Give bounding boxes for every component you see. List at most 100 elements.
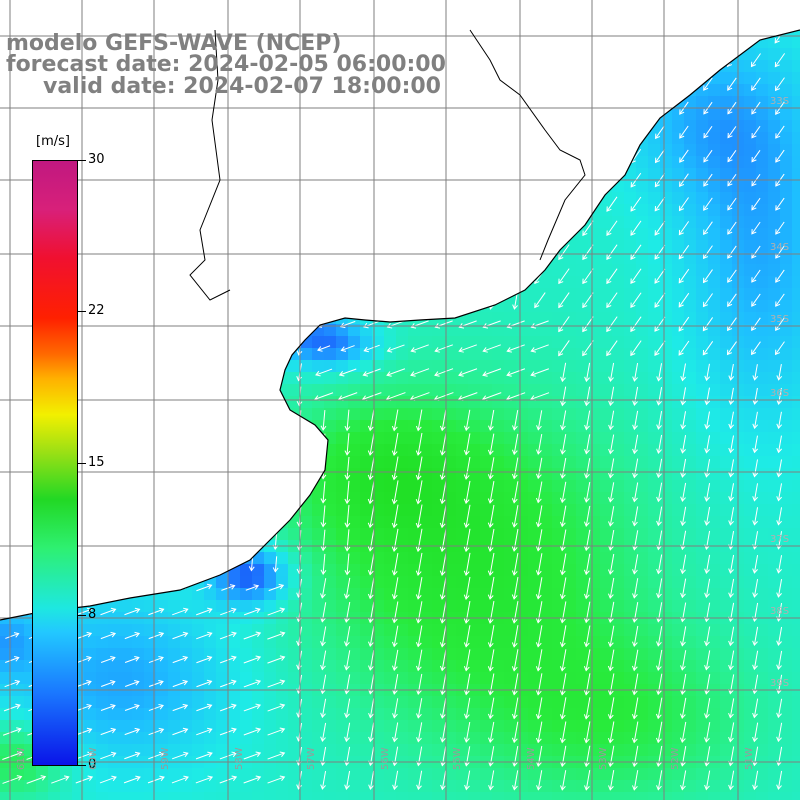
wind-arrow: [391, 625, 399, 648]
latitude-label: 36S: [770, 388, 790, 399]
wind-arrow: [560, 770, 567, 791]
wind-arrow: [607, 721, 615, 744]
wind-arrow: [630, 316, 642, 333]
wind-arrow: [776, 555, 783, 574]
wind-arrow: [415, 552, 423, 576]
wind-arrow: [654, 149, 665, 164]
wind-arrow: [728, 650, 735, 671]
wind-arrow: [4, 679, 21, 688]
wind-arrow: [632, 578, 639, 599]
longitude-label: 59W: [160, 747, 171, 770]
wind-arrow: [463, 649, 471, 672]
wind-arrow: [727, 293, 737, 307]
wind-arrow: [243, 703, 262, 712]
wind-arrow: [245, 584, 260, 591]
wind-arrow: [511, 457, 519, 480]
wind-arrow: [439, 625, 447, 648]
wind-arrow: [608, 770, 615, 791]
wind-arrow: [511, 481, 519, 504]
wind-arrow: [535, 649, 543, 672]
wind-arrow: [632, 506, 639, 527]
wind-arrow: [148, 631, 165, 640]
wind-arrow: [368, 698, 375, 719]
wind-arrow: [680, 650, 687, 671]
wind-arrow: [679, 149, 689, 163]
wind-arrow: [386, 368, 406, 377]
wind-arrow: [631, 625, 639, 647]
wind-arrow: [415, 601, 423, 624]
wind-arrow: [487, 552, 495, 576]
wind-arrow: [702, 341, 714, 356]
longitude-label: 51W: [744, 747, 755, 770]
wind-arrow: [248, 557, 255, 572]
wind-arrow: [487, 673, 495, 696]
wind-arrow: [439, 456, 447, 481]
wind-arrow: [391, 649, 399, 672]
wind-arrow: [463, 409, 471, 432]
wind-arrow: [680, 411, 687, 430]
wind-arrow: [367, 409, 375, 432]
wind-arrow: [656, 770, 663, 791]
wind-arrow: [344, 770, 351, 790]
wind-arrow: [392, 674, 399, 695]
wind-arrow: [511, 505, 519, 528]
wind-arrow: [320, 505, 327, 528]
wind-arrow: [267, 679, 286, 688]
wind-arrow: [99, 775, 117, 784]
wind-arrow: [535, 553, 543, 576]
wind-arrow: [338, 368, 357, 377]
wind-arrow: [656, 410, 663, 430]
wind-arrow: [148, 655, 164, 664]
wind-arrow: [704, 674, 711, 695]
wind-arrow: [76, 631, 93, 640]
wind-arrow: [775, 317, 785, 332]
wind-arrow: [752, 435, 759, 454]
wind-arrow: [487, 433, 495, 456]
wind-arrow: [391, 504, 399, 529]
wind-arrow: [487, 457, 495, 480]
wind-arrow: [728, 554, 735, 574]
wind-arrow: [632, 482, 639, 503]
wind-arrow: [458, 368, 478, 377]
wind-arrow: [583, 745, 591, 768]
wind-arrow: [728, 411, 735, 430]
wind-arrow: [752, 483, 759, 502]
wind-arrow: [655, 697, 663, 720]
wind-arrow: [632, 458, 639, 479]
border-line: [469, 29, 586, 261]
colorbar-tick-mark: [78, 311, 86, 312]
wind-arrow: [487, 625, 495, 648]
wind-arrow: [632, 410, 639, 431]
wind-arrow: [704, 722, 711, 743]
wind-arrow: [124, 751, 141, 760]
wind-arrow: [2, 775, 23, 784]
wind-arrow: [147, 775, 165, 784]
wind-arrow: [243, 631, 262, 640]
wind-arrow: [751, 77, 761, 91]
wind-arrow: [752, 626, 759, 647]
wind-arrow: [774, 341, 785, 356]
wind-arrow: [512, 410, 519, 431]
wind-arrow: [415, 649, 423, 672]
wind-arrow: [535, 625, 543, 648]
wind-arrow: [776, 722, 783, 743]
wind-arrow: [410, 344, 429, 353]
wind-arrow: [776, 770, 783, 790]
wind-arrow: [439, 504, 447, 529]
wind-arrow: [654, 340, 666, 356]
wind-arrow: [439, 528, 447, 553]
wind-arrow: [391, 409, 399, 432]
wind-arrow: [124, 727, 141, 736]
wind-arrow: [751, 293, 761, 307]
wind-arrow: [560, 386, 567, 407]
wind-arrow: [344, 433, 351, 456]
wind-arrow: [268, 583, 285, 592]
wind-arrow: [148, 607, 165, 616]
wind-arrow: [583, 625, 591, 648]
wind-arrow: [656, 363, 663, 382]
wind-arrow: [775, 125, 785, 139]
wind-arrow: [728, 722, 735, 743]
wind-arrow: [535, 697, 543, 720]
wind-arrow: [559, 745, 567, 768]
wind-arrow: [535, 601, 543, 624]
